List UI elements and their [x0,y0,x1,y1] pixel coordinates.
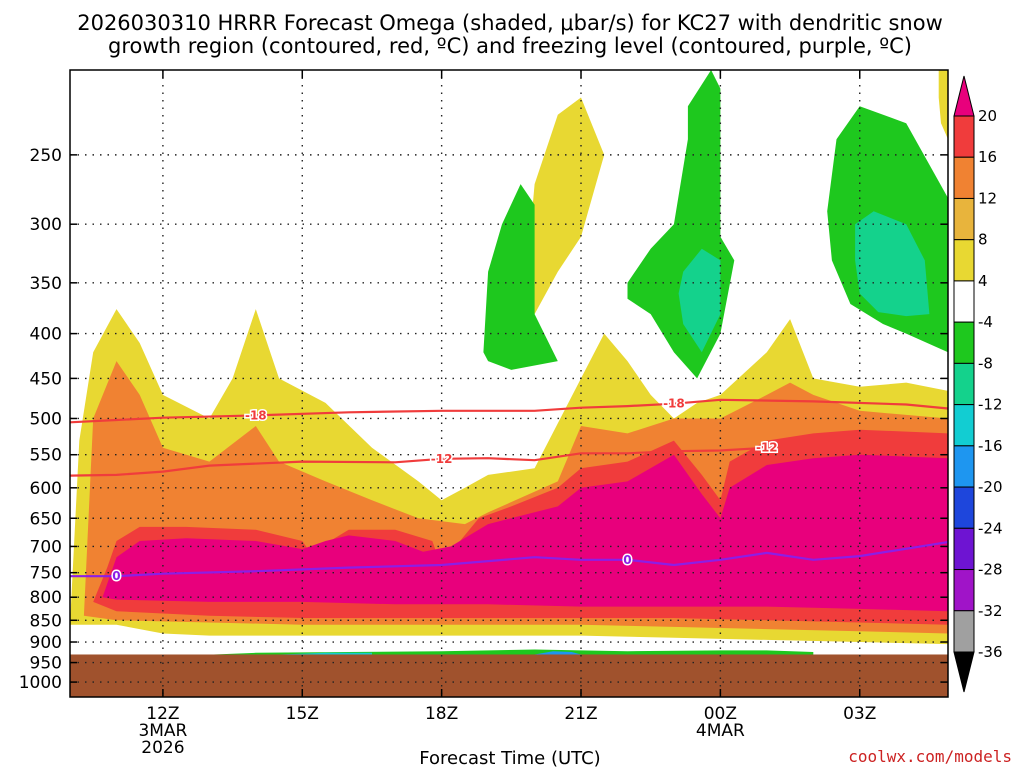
x-tick-label: 00Z [704,704,737,724]
omega-region-green [483,184,558,370]
colorbar-swatch [953,239,975,282]
omega-region-yellow [525,97,605,315]
colorbar-label: 16 [978,148,997,166]
contour-label: 0 [623,553,631,567]
colorbar-label: -4 [978,313,993,331]
colorbar-label: -24 [978,519,1003,537]
colorbar-swatch [953,156,975,199]
colorbar-label: 4 [978,272,988,290]
x-tick-label: 21Z [564,704,597,724]
omega-region-teal [678,248,721,353]
colorbar-label: 12 [978,189,997,207]
colorbar-swatch [953,527,975,571]
colorbar-swatch [953,486,975,529]
colorbar-swatch [953,280,975,323]
omega-region-pink [102,454,948,612]
ground-fill [70,654,948,697]
y-axis-ticks: 2503003504004505005506006507007508008509… [19,146,948,693]
contour-label: -18 [663,397,685,411]
contour-label: -18 [245,408,267,422]
colorbar-label: 8 [978,231,988,249]
plot-border [69,69,949,698]
y-tick-label: 350 [30,274,62,294]
colorbar-swatch [953,445,975,488]
y-tick-label: 750 [30,564,62,584]
chart-title-line2: growth region (contoured, red, ºC) and f… [108,34,912,58]
colorbar-swatch [953,404,975,447]
omega-region-green [162,649,814,657]
colorbar-label: -16 [978,437,1003,455]
colorbar-label: -28 [978,561,1003,579]
colorbar-swatch [953,362,975,406]
y-tick-label: 800 [30,588,62,608]
y-tick-label: 850 [30,611,62,631]
colorbar-label: -8 [978,354,993,372]
y-tick-label: 600 [30,479,62,499]
x-tick-label: 03Z [843,704,876,724]
y-tick-label: 250 [30,146,62,166]
contour-label: -12 [431,452,453,466]
x-axis-label: Forecast Time (UTC) [419,748,600,768]
colorbar-label: 20 [978,107,997,125]
omega-shading [70,70,948,657]
chart-title-line1: 2026030310 HRRR Forecast Omega (shaded, … [77,11,943,35]
colorbar-label: -12 [978,396,1003,414]
omega-region-blue [534,651,581,655]
colorbar-label: -36 [978,643,1003,661]
colorbar-bottom-arrow [953,651,975,693]
colorbar-label: -32 [978,602,1003,620]
contour-line [69,398,949,424]
omega-region-yellow [938,70,948,140]
colorbar-label: -20 [978,478,1003,496]
contour-line [70,541,949,578]
colorbar-swatch [953,115,975,158]
y-tick-label: 500 [30,409,62,429]
x-tick-date: 3MAR [138,721,187,741]
y-tick-label: 300 [30,215,62,235]
x-tick-label: 12Z [146,704,179,724]
colorbar-swatch [953,321,975,364]
y-tick-label: 400 [30,325,62,345]
plot-frame [69,69,949,698]
x-tick-label: 15Z [286,704,319,724]
colorbar-swatch [953,610,975,653]
omega-region-teal [855,211,930,317]
contour-lines: -18 -18 -12 -12 0 0 [69,395,949,585]
x-tick-label: 18Z [425,704,458,724]
y-tick-label: 950 [30,654,62,674]
contour-label: -12 [756,441,778,455]
colorbar-top-arrow [953,75,975,117]
credit-text: coolwx.com/models [848,747,1012,766]
x-tick-year: 2026 [141,738,184,758]
omega-region-cyan [279,652,372,655]
contour-line [69,444,949,477]
y-tick-label: 1000 [19,673,62,693]
y-tick-label: 550 [30,446,62,466]
colorbar-swatch [953,197,975,241]
y-tick-label: 900 [30,633,62,653]
ground-layer [70,654,948,697]
contour-label: 0 [112,569,120,583]
colorbar-swatch [953,569,975,612]
y-tick-label: 700 [30,537,62,557]
x-tick-date: 4MAR [696,721,745,741]
y-tick-label: 650 [30,509,62,529]
colorbar-legend: 20 16 12 8 4 -4 -8 -12 -16 -20 -24 -28 -32 -36 [953,75,1003,693]
y-tick-label: 450 [30,369,62,389]
